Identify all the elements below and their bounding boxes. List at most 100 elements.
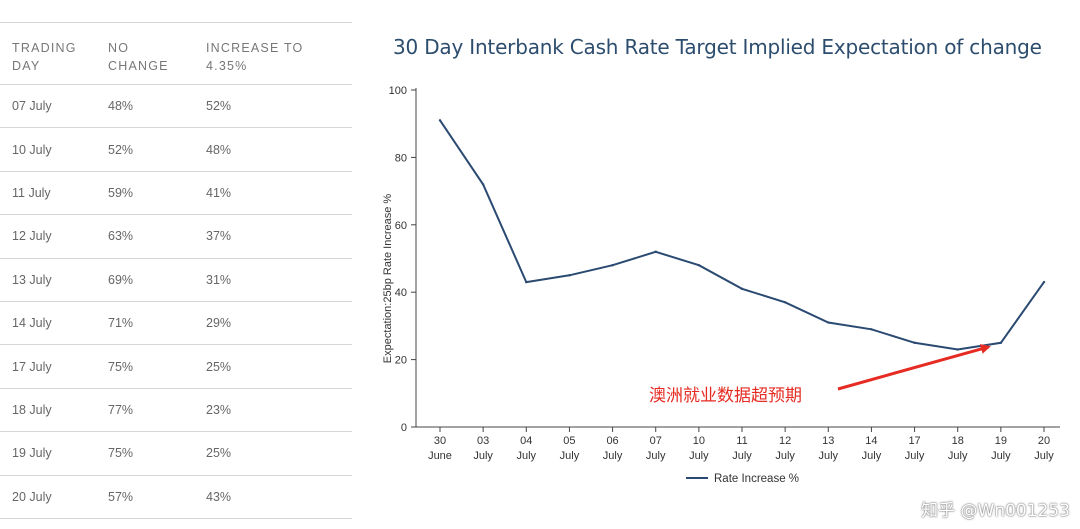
x-tick-label-top: 18 <box>952 435 964 447</box>
cell-trading-day: 11 July <box>12 185 51 200</box>
cell-trading-day: 12 July <box>12 229 52 244</box>
table-row: 20 July 57% 43% <box>0 476 352 519</box>
data-point <box>438 119 442 122</box>
cell-no-change: 77% <box>108 402 134 417</box>
header-trading-day: TRADING DAY <box>12 41 77 73</box>
data-point <box>611 264 614 267</box>
x-tick-label-top: 11 <box>736 435 747 447</box>
cell-no-change: 57% <box>108 489 134 504</box>
cell-no-change: 48% <box>108 99 134 114</box>
data-point <box>568 274 571 277</box>
x-tick-label-bottom: July <box>646 450 666 462</box>
cell-no-change: 75% <box>108 359 134 374</box>
y-tick-label: 100 <box>389 85 407 97</box>
cell-trading-day: 18 July <box>12 402 52 417</box>
data-point <box>654 250 657 253</box>
table-row: 19 July 75% 25% <box>0 432 352 476</box>
y-axis-ticks: 0 20 40 60 80 100 <box>389 85 416 434</box>
table-row: 13 July 69% 31% <box>0 259 352 302</box>
data-point <box>783 301 787 304</box>
cell-no-change: 59% <box>108 185 134 200</box>
data-point <box>870 328 873 331</box>
cell-increase: 25% <box>206 359 232 374</box>
cell-trading-day: 07 July <box>12 99 52 114</box>
watermark: 知乎 @Wn001253 <box>921 501 1070 521</box>
cell-increase: 25% <box>206 446 232 461</box>
x-tick-label-top: 19 <box>995 435 1007 447</box>
data-point <box>481 183 485 186</box>
series-line-rate-increase <box>439 119 1045 351</box>
x-tick-label-top: 07 <box>650 435 662 447</box>
x-tick-label-top: 13 <box>822 435 834 447</box>
header-no-change: NO CHANGE <box>108 41 169 73</box>
table-row: 07 July 48% 52% <box>0 85 352 129</box>
y-axis-label: Expectation:25bp Rate Increase % <box>382 194 394 364</box>
cell-increase: 31% <box>206 272 232 287</box>
cell-trading-day: 19 July <box>12 446 52 461</box>
cell-no-change: 75% <box>108 446 134 461</box>
cell-no-change: 63% <box>108 229 134 244</box>
x-tick-label-top: 14 <box>865 435 877 447</box>
y-tick-label: 20 <box>395 355 407 367</box>
x-tick-label-top: 05 <box>563 435 575 447</box>
cell-trading-day: 20 July <box>12 489 52 504</box>
table-row: 17 July 75% 25% <box>0 345 352 389</box>
x-tick-label-bottom: July <box>991 450 1011 462</box>
y-tick-label: 80 <box>395 152 407 164</box>
y-tick-label: 60 <box>395 220 407 232</box>
x-axis-ticks: 30 June 03 July 04 July 05 July 06 July 07 July 10 Ju… <box>428 427 1054 462</box>
data-point <box>913 341 916 344</box>
table-body: 07 July 48% 52% 10 July 52% 48% 11 July 59% 41% 1… <box>0 85 352 519</box>
x-tick-label-bottom: July <box>819 450 839 462</box>
header-increase: INCREASE TO 4.35% <box>206 41 304 73</box>
x-tick-label-bottom: July <box>905 450 925 462</box>
table-row: 12 July 63% 37% <box>0 215 352 259</box>
data-point <box>740 287 744 291</box>
table-top-rule <box>0 22 352 23</box>
x-tick-label-top: 04 <box>520 435 532 447</box>
cell-increase: 52% <box>206 99 232 114</box>
x-tick-label-top: 12 <box>779 435 791 447</box>
cell-trading-day: 10 July <box>12 142 52 157</box>
y-tick-label: 0 <box>401 422 407 434</box>
data-point <box>999 341 1003 344</box>
legend-label: Rate Increase % <box>714 473 799 485</box>
x-tick-label-bottom: June <box>428 450 452 462</box>
cell-no-change: 71% <box>108 316 134 331</box>
x-tick-label-bottom: July <box>517 450 537 462</box>
cell-increase: 37% <box>206 229 232 244</box>
cell-increase: 43% <box>206 489 232 504</box>
x-tick-label-bottom: July <box>775 450 795 462</box>
x-tick-label-bottom: July <box>603 450 623 462</box>
x-tick-label-top: 17 <box>908 435 920 447</box>
x-tick-label-top: 03 <box>477 435 489 447</box>
x-tick-label-top: 10 <box>693 435 705 447</box>
cell-increase: 41% <box>206 185 232 200</box>
line-chart: 0 20 40 60 80 100 30 June 03 July 04 July 05 July 06 J… <box>382 85 1060 485</box>
table-row: 11 July 59% 41% <box>0 172 352 216</box>
data-point <box>956 348 959 351</box>
series-points <box>438 119 1046 351</box>
x-tick-label-bottom: July <box>862 450 882 462</box>
x-tick-label-bottom: July <box>948 450 968 462</box>
data-point <box>827 321 830 324</box>
cell-no-change: 52% <box>108 142 134 157</box>
y-tick-label: 40 <box>395 287 407 299</box>
cell-trading-day: 14 July <box>12 316 52 331</box>
x-tick-label-top: 20 <box>1038 435 1050 447</box>
data-point <box>525 280 528 284</box>
x-tick-label-bottom: July <box>732 450 752 462</box>
data-point <box>1042 280 1046 284</box>
annotation-arrow <box>837 344 991 391</box>
table-header-row: TRADING DAY NO CHANGE INCREASE TO 4.35% <box>0 23 352 85</box>
chart-annotation: 澳洲就业数据超预期 <box>649 344 991 406</box>
cell-no-change: 69% <box>108 272 134 287</box>
x-tick-label-bottom: July <box>473 450 493 462</box>
x-tick-label-bottom: July <box>1034 450 1054 462</box>
chart-title: 30 Day Interbank Cash Rate Target Implie… <box>393 35 1042 59</box>
x-tick-label-top: 06 <box>606 435 618 447</box>
chart-axes <box>415 88 1060 428</box>
cell-trading-day: 13 July <box>12 272 52 287</box>
cell-increase: 48% <box>206 142 232 157</box>
cell-trading-day: 17 July <box>12 359 52 374</box>
